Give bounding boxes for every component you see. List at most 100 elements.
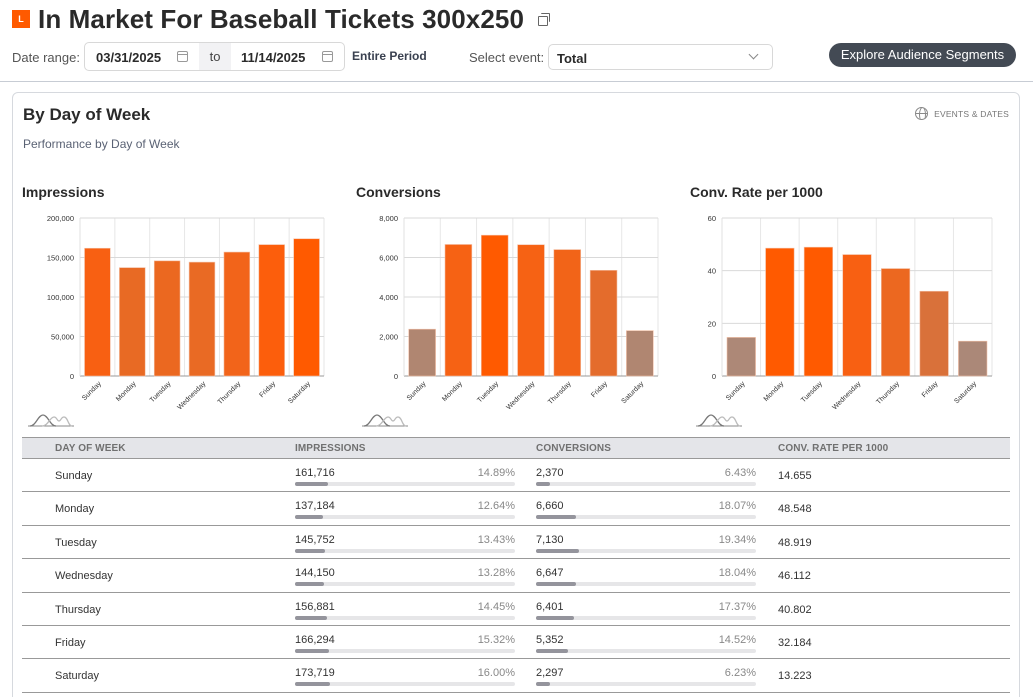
bar-monday[interactable] <box>444 244 473 377</box>
x-tick-label: Saturday <box>621 380 646 405</box>
table-row: Tuesday 145,752 13.43% 7,130 19.34% 48.9… <box>22 526 1010 560</box>
conversions-share-bar <box>536 482 756 486</box>
table-body: Sunday 161,716 14.89% 2,370 6.43% 14.655… <box>22 459 1010 693</box>
bar-friday[interactable] <box>919 290 949 377</box>
chevron-down-icon <box>748 49 759 60</box>
column-header-conv-rate[interactable]: CONV. RATE PER 1000 <box>778 443 889 454</box>
y-tick-label: 100,000 <box>47 293 74 302</box>
conversions-value: 5,352 <box>536 633 564 646</box>
impressions-value: 166,294 <box>295 633 335 646</box>
conversions-percent: 14.52% <box>718 633 756 646</box>
impressions-share-fill <box>295 582 325 587</box>
impressions-share-fill <box>295 515 323 520</box>
bar-tuesday[interactable] <box>480 234 509 377</box>
x-tick-label: Tuesday <box>149 380 173 404</box>
column-header-impressions[interactable]: IMPRESSIONS <box>295 443 366 454</box>
cell-conv-rate: 46.112 <box>778 570 811 583</box>
bar-friday[interactable] <box>589 269 618 377</box>
impressions-share-bar <box>295 482 515 486</box>
bar-thursday[interactable] <box>223 251 251 377</box>
x-tick-label: Thursday <box>547 380 573 406</box>
date-range-label: Date range: <box>12 50 80 65</box>
bar-thursday[interactable] <box>553 249 582 377</box>
calendar-icon[interactable] <box>177 51 188 62</box>
cell-day: Saturday <box>55 670 100 683</box>
x-tick-label: Monday <box>763 380 786 403</box>
impressions-percent: 13.28% <box>477 567 515 580</box>
x-tick-label: Friday <box>921 380 940 399</box>
column-header-conversions[interactable]: CONVERSIONS <box>536 443 612 454</box>
x-tick-label: Monday <box>115 380 138 403</box>
copy-icon[interactable] <box>538 13 551 26</box>
bar-tuesday[interactable] <box>803 246 833 377</box>
conversions-value: 7,130 <box>536 533 564 546</box>
bar-tuesday[interactable] <box>153 260 181 377</box>
start-date-input[interactable]: 03/31/2025 <box>96 50 162 65</box>
conversions-value: 2,370 <box>536 467 564 479</box>
y-tick-label: 60 <box>708 214 716 223</box>
x-tick-label: Friday <box>590 380 609 399</box>
table-row: Wednesday 144,150 13.28% 6,647 18.04% 46… <box>22 559 1010 593</box>
cell-conv-rate: 48.919 <box>778 536 812 549</box>
date-range-picker: 03/31/2025 to 11/14/2025 <box>84 42 345 71</box>
table-header: DAY OF WEEK IMPRESSIONS CONVERSIONS CONV… <box>22 437 1010 459</box>
impressions-value: 156,881 <box>295 600 335 613</box>
conversions-share-bar <box>536 515 756 520</box>
bar-monday[interactable] <box>765 247 795 377</box>
distribution-icon[interactable] <box>362 413 408 427</box>
impressions-value: 137,184 <box>295 500 335 513</box>
bar-wednesday[interactable] <box>842 254 872 377</box>
cell-conversions: 6,401 17.37% <box>536 600 756 620</box>
bar-monday[interactable] <box>119 267 146 377</box>
end-date-input[interactable]: 11/14/2025 <box>241 50 306 65</box>
y-tick-label: 40 <box>708 267 716 276</box>
events-dates-link[interactable]: EVENTS & DATES <box>915 107 1009 120</box>
cell-conversions: 5,352 14.52% <box>536 633 756 653</box>
bar-wednesday[interactable] <box>188 261 216 377</box>
conversions-percent: 19.34% <box>718 533 756 546</box>
impressions-share-bar <box>295 548 515 553</box>
bar-saturday[interactable] <box>293 238 320 377</box>
select-event-label: Select event: <box>469 50 545 65</box>
impressions-share-fill <box>295 615 327 620</box>
bar-sunday[interactable] <box>84 247 111 377</box>
cell-day: Wednesday <box>55 570 113 583</box>
conversions-percent: 17.37% <box>718 600 756 613</box>
bar-sunday[interactable] <box>726 337 756 377</box>
bar-thursday[interactable] <box>881 268 911 377</box>
distribution-icon[interactable] <box>28 413 74 427</box>
table-row: Saturday 173,719 16.00% 2,297 6.23% 13.2… <box>22 659 1010 693</box>
entire-period-link[interactable]: Entire Period <box>352 49 427 63</box>
impressions-percent: 14.89% <box>477 467 515 479</box>
page-title: In Market For Baseball Tickets 300x250 <box>38 3 525 34</box>
bar-saturday[interactable] <box>958 340 988 377</box>
conversions-percent: 18.07% <box>718 500 756 513</box>
y-tick-label: 8,000 <box>379 214 398 223</box>
event-select[interactable]: Total <box>548 44 773 70</box>
conversions-chart-title: Conversions <box>356 184 441 200</box>
impressions-share-fill <box>295 482 328 486</box>
cell-conversions: 6,647 18.04% <box>536 567 756 587</box>
bar-saturday[interactable] <box>626 330 654 377</box>
cell-impressions: 145,752 13.43% <box>295 534 515 553</box>
conversions-percent: 6.23% <box>724 667 756 680</box>
cell-conv-rate: 48.548 <box>778 503 812 516</box>
conversions-value: 6,660 <box>536 500 564 513</box>
x-tick-label: Thursday <box>217 380 243 406</box>
distribution-icon[interactable] <box>696 413 742 427</box>
events-dates-label: EVENTS & DATES <box>934 108 1009 119</box>
x-tick-label: Friday <box>258 380 277 399</box>
bar-sunday[interactable] <box>408 328 436 377</box>
calendar-icon[interactable] <box>322 51 333 62</box>
x-tick-label: Tuesday <box>800 380 824 404</box>
globe-icon <box>915 107 929 120</box>
bar-friday[interactable] <box>258 244 285 377</box>
x-tick-label: Sunday <box>406 380 428 402</box>
conversions-share-fill <box>536 615 575 620</box>
column-header-day[interactable]: DAY OF WEEK <box>55 443 126 454</box>
bar-wednesday[interactable] <box>517 244 545 377</box>
x-tick-label: Sunday <box>725 380 747 402</box>
impressions-value: 173,719 <box>295 667 335 680</box>
y-tick-label: 6,000 <box>379 254 398 263</box>
explore-audience-segments-button[interactable]: Explore Audience Segments <box>829 43 1016 67</box>
